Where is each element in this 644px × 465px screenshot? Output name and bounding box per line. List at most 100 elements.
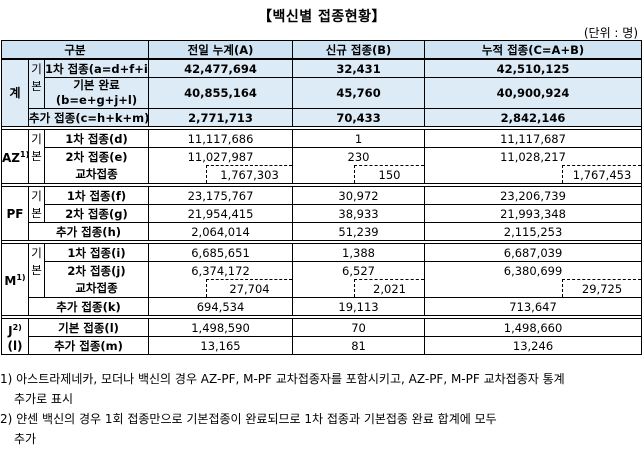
group-pf: PF xyxy=(1,186,29,241)
cell-value: 1,498,590 xyxy=(148,318,293,337)
table-row: AZ1) 기 1차 접종(d) 11,117,686 1 11,117,687 xyxy=(1,129,643,184)
footnotes: 1) 아스트라제네카, 모더나 백신의 경우 AZ-PF, M-PF 교차접종자… xyxy=(0,369,644,449)
group-total: 계 xyxy=(1,58,29,127)
table-row: 본 2차 접종(j) 6,374,172 6,527 6,380,699 xyxy=(2,261,643,298)
row-label: 1차 접종(a=d+f+i+l) xyxy=(44,58,149,78)
cell-value: 13,246 xyxy=(424,336,643,355)
basic-label-gi: 기 xyxy=(28,58,45,78)
cell-value: 21,993,348 xyxy=(424,204,643,223)
cell-value: 21,954,415 xyxy=(148,204,293,223)
row-label: 추가 접종(m) xyxy=(28,336,149,355)
table-row: PF 기 1차 접종(f) 23,175,767 30,972 23,206,7… xyxy=(1,186,643,241)
row-label: 1차 접종(i) xyxy=(44,243,149,262)
cell-value: 6,685,651 xyxy=(148,243,293,262)
header-cumulative: 누적 접종(C=A+B) xyxy=(424,40,643,60)
cell-value: 713,647 xyxy=(424,297,643,316)
cell-value: 1,388 xyxy=(291,243,426,262)
table-row: 추가 접종(k) 694,534 19,113 713,647 xyxy=(2,297,643,316)
footnote-2-line1: 2) 얀센 백신의 경우 1회 접종만으로 기본접종이 완료되므로 1차 접종과… xyxy=(0,412,497,426)
cell-value: 1,498,660 xyxy=(424,318,643,337)
cell-value: 29,725 xyxy=(562,279,643,298)
row-label: 기본 완료 (b=e+g+j+l) xyxy=(44,77,149,109)
cell-value: 40,900,924 xyxy=(424,77,643,109)
cell-value: 27,704 xyxy=(206,279,293,298)
unit-label: (단위 : 명) xyxy=(583,26,638,40)
table-row: 추가 접종(c=h+k+m) 2,771,713 70,433 2,842,14… xyxy=(2,108,643,127)
cell-value: 2,115,253 xyxy=(424,222,643,241)
cell-value: 70,433 xyxy=(291,108,426,127)
row-label: 2차 접종(g) xyxy=(44,204,149,223)
basic-label-bon: 본 xyxy=(28,204,45,223)
cell-value: 11,028,217 xyxy=(424,147,643,166)
cell-value: 1,767,453 xyxy=(562,165,643,184)
cell-value: 81 xyxy=(291,336,426,355)
row-label-line1: 기본 완료 xyxy=(73,78,120,93)
row-label: 교차접종 xyxy=(44,279,149,298)
cell-value: 42,477,694 xyxy=(148,58,293,78)
basic-label-bon: 본 xyxy=(28,261,45,298)
row-label: 추가 접종(h) xyxy=(28,222,149,241)
header-row: 구분 전일 누계(A) 신규 접종(B) 누적 접종(C=A+B) xyxy=(1,40,643,60)
row-label: 기본 접종(l) xyxy=(28,318,149,337)
cell-value: 230 xyxy=(291,147,426,166)
cell-value: 45,760 xyxy=(291,77,426,109)
vaccine-status-table: 구분 전일 누계(A) 신규 접종(B) 누적 접종(C=A+B) 계 기 1차… xyxy=(0,40,643,355)
cell-value: 150 xyxy=(353,165,426,184)
cell-value: 23,206,739 xyxy=(424,186,643,205)
row-label-line2: (b=e+g+j+l) xyxy=(55,93,138,107)
page-title: 【백신별 접종현황】 xyxy=(257,9,387,25)
table-row: M1) 기 1차 접종(i) 6,685,651 1,388 6,687,039 xyxy=(1,243,643,316)
basic-label-gi: 기 xyxy=(28,243,45,262)
table-row: 본 2차 접종(e) 11,027,987 230 11,028,217 xyxy=(2,147,643,184)
cell-value: 6,380,699 xyxy=(424,261,643,280)
cell-value: 6,687,039 xyxy=(424,243,643,262)
basic-label-bon: 본 xyxy=(28,147,45,184)
header-prev-total: 전일 누계(A) xyxy=(148,40,293,60)
cell-value: 13,165 xyxy=(148,336,293,355)
row-label: 추가 접종(k) xyxy=(28,297,149,316)
cell-value: 70 xyxy=(291,318,426,337)
table-row: 본 2차 접종(g) 21,954,415 38,933 21,993,348 xyxy=(2,204,643,223)
cell-value: 30,972 xyxy=(291,186,426,205)
cell-value: 2,771,713 xyxy=(148,108,293,127)
footnote-1-line2: 추가로 표시 xyxy=(14,392,74,406)
cell-value: 11,117,687 xyxy=(424,129,643,148)
group-j: J2) (l) xyxy=(1,318,29,355)
cell-value: 38,933 xyxy=(291,204,426,223)
row-label: 1차 접종(d) xyxy=(44,129,149,148)
cell-value: 40,855,164 xyxy=(148,77,293,109)
cell-value: 6,527 xyxy=(291,261,426,280)
header-category: 구분 xyxy=(1,40,149,60)
group-az: AZ1) xyxy=(1,129,29,184)
row-label: 추가 접종(c=h+k+m) xyxy=(28,108,149,127)
cell-value: 2,064,014 xyxy=(148,222,293,241)
cell-value: 6,374,172 xyxy=(148,261,293,280)
table-row: 추가 접종(h) 2,064,014 51,239 2,115,253 xyxy=(2,222,643,241)
table-row: 교차접종 27,704 2,021 29,725 xyxy=(2,279,643,298)
basic-label-gi: 기 xyxy=(28,186,45,205)
cell-value: 11,117,686 xyxy=(148,129,293,148)
row-label: 2차 접종(j) xyxy=(44,261,149,280)
cell-value: 11,027,987 xyxy=(148,147,293,166)
group-m: M1) xyxy=(1,243,29,316)
cell-value: 23,175,767 xyxy=(148,186,293,205)
row-label: 교차접종 xyxy=(44,165,149,184)
basic-label-gi: 기 xyxy=(28,129,45,148)
basic-label-bon: 본 xyxy=(28,77,45,109)
footnote-2-line2: 추가 xyxy=(14,432,37,446)
cell-value: 42,510,125 xyxy=(424,58,643,78)
cell-value: 694,534 xyxy=(148,297,293,316)
row-label: 2차 접종(e) xyxy=(44,147,149,166)
cell-value: 2,842,146 xyxy=(424,108,643,127)
table-row: J2) (l) 기본 접종(l) 1,498,590 70 1,498,660 xyxy=(1,318,643,355)
table-row: 추가 접종(m) 13,165 81 13,246 xyxy=(2,336,643,355)
cell-value: 19,113 xyxy=(291,297,426,316)
footnote-1-line1: 1) 아스트라제네카, 모더나 백신의 경우 AZ-PF, M-PF 교차접종자… xyxy=(0,372,565,386)
cell-value: 51,239 xyxy=(291,222,426,241)
cell-value: 1 xyxy=(291,129,426,148)
table-row: 교차접종 1,767,303 150 1,767,453 xyxy=(2,165,643,184)
cell-value: 1,767,303 xyxy=(206,165,293,184)
header-new: 신규 접종(B) xyxy=(291,40,426,60)
cell-value: 2,021 xyxy=(353,279,426,298)
table-row: 계 기 1차 접종(a=d+f+i+l) 42,477,694 32,431 4… xyxy=(1,58,643,127)
